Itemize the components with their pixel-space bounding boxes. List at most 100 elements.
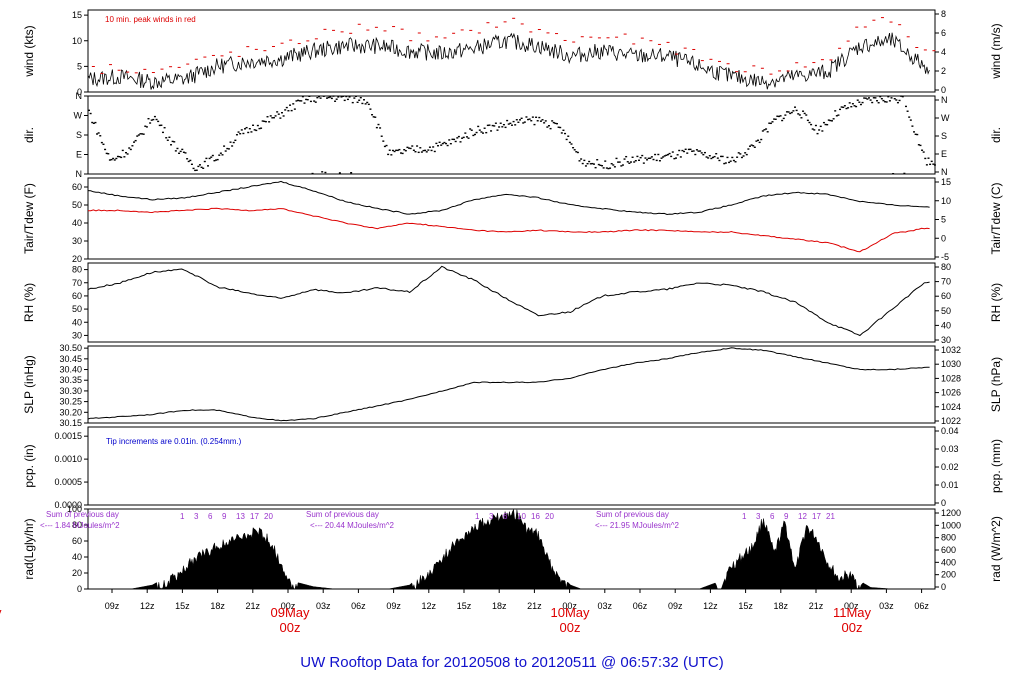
direction-point bbox=[597, 163, 600, 166]
left-tick-label: 30.35 bbox=[59, 375, 82, 385]
right-tick-label: 1024 bbox=[941, 402, 961, 412]
direction-point bbox=[541, 119, 544, 121]
direction-point bbox=[866, 98, 869, 100]
direction-point bbox=[869, 99, 872, 101]
direction-point bbox=[478, 129, 481, 131]
direction-point bbox=[832, 118, 835, 120]
y-axis-label-left: rad(Lgly/hr) bbox=[22, 518, 36, 579]
direction-point bbox=[675, 157, 678, 159]
direction-point bbox=[699, 150, 702, 152]
right-tick-label: 0.01 bbox=[941, 480, 959, 490]
direction-point bbox=[272, 117, 275, 119]
direction-point bbox=[358, 99, 361, 101]
x-tick-label: 03z bbox=[598, 601, 613, 611]
direction-point bbox=[223, 145, 226, 147]
direction-point bbox=[181, 148, 184, 151]
direction-point bbox=[633, 161, 636, 163]
direction-point bbox=[226, 147, 229, 150]
direction-point bbox=[354, 95, 357, 97]
direction-point bbox=[305, 98, 308, 101]
right-tick-label: 15 bbox=[941, 177, 951, 187]
direction-point bbox=[128, 147, 131, 149]
direction-point bbox=[295, 100, 298, 102]
direction-point bbox=[631, 156, 634, 158]
direction-point bbox=[617, 161, 620, 163]
direction-point bbox=[708, 155, 711, 157]
direction-point bbox=[822, 121, 825, 124]
direction-point bbox=[917, 144, 920, 146]
sunrise-hour-marker: 9 bbox=[784, 512, 789, 521]
direction-point bbox=[533, 123, 536, 126]
direction-point bbox=[104, 148, 107, 151]
x-tick-label: 18z bbox=[492, 601, 507, 611]
panel-pcp: 0.0000 0.0005 0.0010 0.0015 0 0.01 0.02 0.03 0.0… bbox=[22, 426, 1003, 510]
direction-point bbox=[464, 132, 467, 134]
direction-point bbox=[874, 97, 877, 99]
direction-point bbox=[824, 123, 827, 126]
right-tick-label: N bbox=[941, 95, 948, 105]
panel-frame bbox=[87, 345, 936, 424]
direction-point bbox=[120, 156, 123, 159]
direction-point bbox=[668, 152, 671, 155]
direction-point bbox=[779, 115, 782, 117]
direction-point bbox=[409, 147, 412, 150]
direction-point bbox=[644, 157, 647, 159]
direction-point bbox=[834, 110, 837, 112]
panel-frame bbox=[87, 426, 936, 506]
left-tick-label: 40 bbox=[72, 317, 82, 327]
direction-point bbox=[369, 108, 372, 110]
direction-point bbox=[702, 153, 705, 156]
direction-point bbox=[798, 114, 801, 116]
x-tick-label: 09z bbox=[668, 601, 683, 611]
direction-point bbox=[137, 134, 140, 136]
series-line-slp bbox=[87, 347, 930, 422]
x-tick-label: 21z bbox=[527, 601, 542, 611]
direction-point bbox=[724, 162, 727, 164]
direction-point bbox=[100, 141, 103, 144]
series-line-wind bbox=[87, 32, 930, 90]
direction-point bbox=[831, 120, 834, 122]
direction-point bbox=[494, 122, 497, 124]
direction-point bbox=[338, 172, 341, 174]
direction-point bbox=[742, 155, 745, 157]
direction-point bbox=[549, 127, 552, 130]
direction-point bbox=[581, 162, 584, 165]
direction-point bbox=[565, 138, 568, 141]
direction-point bbox=[840, 106, 843, 108]
direction-point bbox=[406, 146, 409, 149]
direction-point bbox=[856, 99, 859, 101]
direction-point bbox=[493, 125, 496, 127]
right-tick-label: N bbox=[941, 167, 948, 177]
direction-point bbox=[629, 161, 632, 163]
direction-point bbox=[803, 112, 806, 115]
direction-point bbox=[467, 137, 470, 139]
direction-point bbox=[872, 97, 875, 99]
direction-point bbox=[348, 96, 351, 98]
direction-point bbox=[178, 152, 181, 154]
direction-point bbox=[851, 103, 854, 105]
direction-point bbox=[419, 147, 422, 149]
direction-point bbox=[929, 163, 932, 166]
direction-point bbox=[650, 156, 653, 158]
direction-point bbox=[377, 123, 380, 126]
direction-point bbox=[922, 151, 925, 153]
panel-frame bbox=[87, 177, 936, 260]
direction-point bbox=[845, 107, 848, 110]
day-label-date: 10May bbox=[550, 605, 590, 620]
series-line-tair bbox=[87, 180, 930, 216]
direction-point bbox=[174, 150, 177, 152]
direction-point bbox=[342, 95, 345, 97]
y-axis-label-right: RH (%) bbox=[989, 283, 1003, 322]
left-tick-label: 60 bbox=[72, 291, 82, 301]
direction-point bbox=[805, 114, 808, 116]
direction-point bbox=[837, 114, 840, 116]
direction-point bbox=[564, 132, 567, 135]
direction-point bbox=[932, 163, 935, 165]
direction-point bbox=[496, 129, 499, 131]
direction-point bbox=[546, 126, 549, 128]
day-label-hour: 00z bbox=[560, 620, 581, 635]
direction-point bbox=[488, 124, 491, 126]
direction-point bbox=[438, 141, 441, 144]
direction-point bbox=[663, 155, 666, 157]
